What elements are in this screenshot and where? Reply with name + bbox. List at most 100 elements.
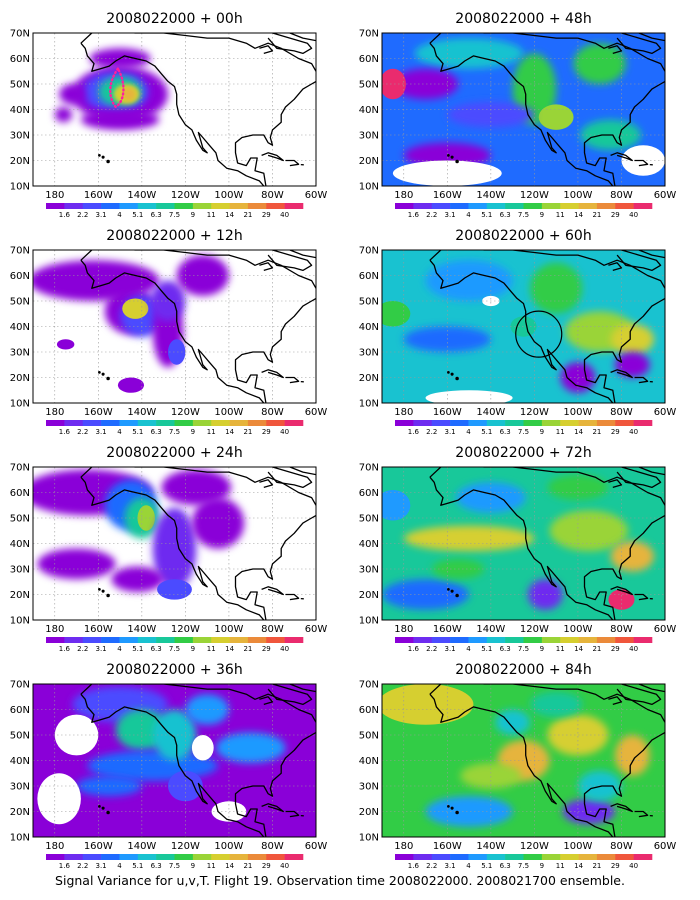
coastlines bbox=[429, 467, 665, 620]
colorbar-swatch bbox=[486, 854, 506, 860]
colorbar-swatch bbox=[192, 420, 212, 426]
colorbar-label: 6.3 bbox=[500, 862, 511, 870]
x-tick-label: 120W bbox=[520, 190, 549, 201]
coastline bbox=[634, 159, 649, 167]
hawaii-island bbox=[101, 372, 105, 376]
colorbar-swatch bbox=[229, 854, 249, 860]
x-tick-label: 100W bbox=[563, 841, 592, 852]
y-tick-label: 40N bbox=[359, 105, 379, 116]
colorbar-label: 4 bbox=[117, 211, 122, 219]
colorbar-swatch bbox=[64, 854, 84, 860]
colorbar-swatch bbox=[431, 854, 451, 860]
colorbar-swatch bbox=[119, 203, 139, 209]
coastline bbox=[80, 250, 316, 403]
x-tick-label: 100W bbox=[214, 190, 243, 201]
colorbar-label: 29 bbox=[611, 645, 620, 653]
variance-region bbox=[211, 801, 247, 822]
colorbar-label: 4 bbox=[117, 645, 122, 653]
coastline bbox=[259, 479, 274, 489]
y-tick-label: 10N bbox=[10, 616, 30, 627]
coastline bbox=[267, 684, 313, 706]
colorbar-swatch bbox=[211, 637, 230, 643]
colorbar-swatch bbox=[505, 637, 524, 643]
colorbar-label: 2.2 bbox=[77, 645, 88, 653]
x-tick-label: 140W bbox=[127, 190, 156, 201]
variance-region bbox=[80, 109, 160, 130]
y-tick-label: 10N bbox=[10, 399, 30, 410]
grid bbox=[382, 33, 665, 186]
coastline bbox=[315, 88, 316, 90]
colorbar-swatch bbox=[174, 854, 194, 860]
colorbar-label: 29 bbox=[611, 428, 620, 436]
coastlines bbox=[429, 250, 665, 403]
x-tick-label: 140W bbox=[127, 624, 156, 635]
coastline bbox=[638, 33, 665, 42]
colorbar-swatch bbox=[229, 637, 249, 643]
colorbar-swatch bbox=[46, 420, 65, 426]
x-tick-label: 160W bbox=[433, 841, 462, 852]
x-tick-label: 180 bbox=[394, 407, 413, 418]
y-tick-label: 60N bbox=[359, 705, 379, 716]
colorbar-label: 40 bbox=[280, 428, 289, 436]
colorbar-label: 21 bbox=[243, 862, 252, 870]
colorbar-swatch bbox=[137, 203, 157, 209]
y-tick-label: 70N bbox=[359, 246, 379, 257]
coastline bbox=[429, 250, 665, 403]
map-frame bbox=[32, 32, 317, 187]
colorbar-label: 2.2 bbox=[77, 862, 88, 870]
hawaii-island bbox=[98, 154, 101, 157]
hawaii-island bbox=[106, 593, 110, 598]
variance-region bbox=[37, 773, 81, 825]
panel-title: 2008022000 + 48h bbox=[455, 11, 591, 27]
colorbar-swatch bbox=[450, 203, 469, 209]
map-frame bbox=[32, 683, 317, 838]
variance-region bbox=[56, 339, 75, 350]
colorbar-swatch bbox=[578, 854, 598, 860]
colorbar-label: 6.3 bbox=[151, 862, 162, 870]
coastline bbox=[80, 693, 316, 837]
colorbar-label: 11 bbox=[207, 428, 216, 436]
colorbar-label: 4 bbox=[466, 645, 471, 653]
coastline bbox=[634, 593, 649, 601]
colorbar-swatch bbox=[284, 854, 304, 860]
colorbar-swatch bbox=[413, 203, 433, 209]
coastline bbox=[664, 739, 665, 741]
colorbar-swatch bbox=[101, 854, 120, 860]
colorbar-label: 7.5 bbox=[169, 428, 180, 436]
x-tick-label: 120W bbox=[171, 190, 200, 201]
colorbar-label: 9 bbox=[540, 428, 544, 436]
colorbar-label: 9 bbox=[191, 211, 195, 219]
colorbar-swatch bbox=[468, 854, 488, 860]
colorbar-label: 14 bbox=[225, 645, 234, 653]
coastline bbox=[610, 803, 633, 813]
colorbar: 1.6 2.2 3.1 4 5.1 6.3 7.5 9 11 14 21 29 40 bbox=[46, 637, 304, 653]
coastline bbox=[634, 376, 649, 384]
colorbar-swatch bbox=[119, 420, 139, 426]
colorbar-label: 29 bbox=[611, 862, 620, 870]
colorbar-swatch bbox=[64, 637, 84, 643]
coastline bbox=[429, 467, 665, 620]
x-tick-label: 100W bbox=[563, 407, 592, 418]
colorbar-swatch bbox=[431, 637, 451, 643]
panels: 2008022000 + 00h 10N 20N 30N 40N 50N 60N 70N 180… bbox=[10, 11, 677, 870]
colorbar-swatch bbox=[247, 854, 267, 860]
colorbar-label: 14 bbox=[574, 211, 583, 219]
colorbar-label: 14 bbox=[225, 211, 234, 219]
colorbar-label: 3.1 bbox=[96, 211, 107, 219]
hawaii-island bbox=[98, 805, 101, 808]
coastline bbox=[616, 33, 662, 55]
colorbar-label: 5.1 bbox=[132, 645, 143, 653]
y-tick-label: 30N bbox=[359, 565, 379, 576]
x-tick-label: 60W bbox=[305, 407, 328, 418]
colorbar-swatch bbox=[192, 203, 212, 209]
x-tick-label: 160W bbox=[84, 841, 113, 852]
colorbar-label: 6.3 bbox=[151, 428, 162, 436]
variance-region bbox=[185, 694, 229, 725]
x-tick-label: 80W bbox=[610, 841, 633, 852]
colorbar-label: 11 bbox=[207, 645, 216, 653]
coastline bbox=[429, 259, 665, 403]
colorbar-label: 29 bbox=[262, 211, 271, 219]
x-tick-label: 140W bbox=[127, 841, 156, 852]
colorbar-label: 4 bbox=[117, 428, 122, 436]
